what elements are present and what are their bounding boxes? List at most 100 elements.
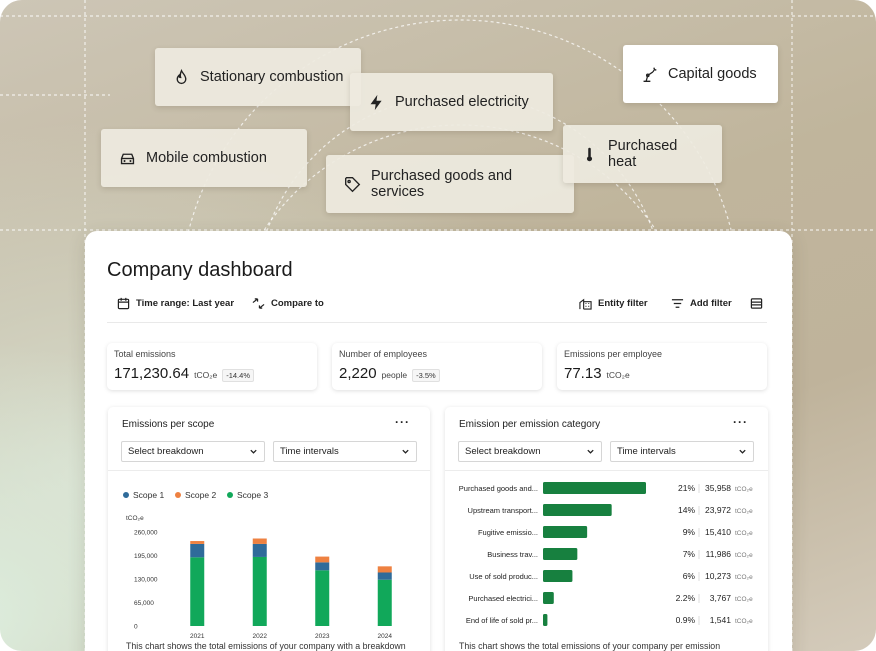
chip-label: Mobile combustion [146,150,267,166]
compare-to-button[interactable]: Compare to [252,297,324,310]
chart-footnote: This chart shows the total emissions of … [126,641,406,651]
chip-mobile-combustion: Mobile combustion [101,129,307,187]
card-title: Emission per emission category [459,419,601,430]
time-intervals-dropdown[interactable]: Time intervals [273,441,417,462]
bar-segment [190,557,205,626]
value-label: 10,273 [705,571,731,581]
select-breakdown-dropdown[interactable]: Select breakdown [458,441,602,462]
card-title: Emissions per scope [122,419,215,430]
kpi-total-emissions: Total emissions 171,230.64 tCO₂e -14.4% [107,343,317,390]
company-dashboard-panel: Company dashboard Time range: Last year … [85,231,792,651]
value-label: 15,410 [705,527,731,537]
y-tick-label: 65,000 [134,600,154,607]
category-label: Use of sold produc... [469,572,538,581]
unit-label: tCO₂e [735,530,753,537]
kpi-unit: tCO₂e [606,370,630,380]
unit-label: tCO₂e [735,596,753,603]
category-horizontal-bar-chart: Purchased goods and... 21% 35,958 tCO₂e Upst… [459,482,753,626]
add-filter-button[interactable]: Add filter [671,297,732,310]
unit-label: tCO₂e [735,508,753,515]
legend-swatch [227,492,233,498]
time-intervals-label: Time intervals [617,446,676,457]
unit-label: tCO₂e [735,486,753,493]
legend-label: Scope 2 [185,490,216,500]
more-options-button[interactable]: ··· [395,415,410,429]
emission-per-category-card: Emission per emission category ··· Selec… [445,407,768,651]
kpi-emissions-per-employee: Emissions per employee 77.13 tCO₂e [557,343,767,390]
chip-purchased-heat: Purchased heat [563,125,722,183]
chip-stationary-combustion: Stationary combustion [155,48,361,106]
percent-label: 21% [678,483,695,493]
chart-footnote: This chart shows the total emissions of … [459,641,721,651]
y-tick-label: 195,000 [134,553,158,560]
car-icon [120,153,135,164]
chip-purchased-goods-services: Purchased goods and services [326,155,574,213]
kpi-change-badge: -14.4% [222,369,254,382]
value-label: 1,541 [710,615,732,625]
category-bar [543,548,578,560]
bar-segment [190,543,205,558]
chip-label: Purchased heat [608,138,678,170]
bar-segment [252,543,267,557]
kpi-value: 171,230.64 [114,365,190,382]
percent-label: 7% [683,549,696,559]
legend-label: Scope 1 [133,490,164,500]
y-tick-label: 130,000 [134,577,158,584]
bar-segment [315,570,330,626]
layout-icon [750,298,763,309]
bar-segment [315,562,330,571]
tag-icon [345,176,361,192]
category-bar [543,592,554,604]
x-tick-label: 2023 [315,633,330,640]
category-label: Purchased goods and... [459,484,538,493]
kpi-change-badge: -3.5% [412,369,440,382]
bar-segment [252,556,267,626]
y-tick-label: 0 [134,624,138,631]
card-divider [445,470,768,471]
percent-label: 6% [683,571,696,581]
kpi-unit: tCO₂e [194,370,218,380]
kpi-number-of-employees: Number of employees 2,220 people -3.5% [332,343,542,390]
bar-segment [377,579,392,626]
more-options-button[interactable]: ··· [733,415,748,429]
bar-segment [315,556,330,563]
category-bar [543,614,548,626]
chip-label: Purchased goods and services [371,168,513,200]
filter-icon [671,299,684,308]
category-bar [543,504,612,516]
bar-segment [190,541,205,544]
x-tick-label: 2021 [190,633,205,640]
add-filter-label: Add filter [690,298,732,309]
time-range-label: Time range: Last year [136,298,235,309]
robot-arm-icon [643,66,657,82]
emissions-per-scope-card: Emissions per scope ··· Select breakdown… [108,407,430,651]
time-intervals-dropdown[interactable]: Time intervals [610,441,754,462]
layout-toggle-button[interactable] [750,297,763,310]
scope-stacked-bar-chart: Scope 1 Scope 2 Scope 3 tCO₂e 0 65,000 130,000… [123,490,392,640]
value-label: 3,767 [710,593,732,603]
entity-filter-button[interactable]: Entity filter [579,297,648,310]
category-bar [543,526,588,538]
kpi-label: Total emissions [114,349,176,359]
category-label: Business trav... [487,550,538,559]
bar-segment [377,572,392,580]
select-breakdown-label: Select breakdown [128,446,204,457]
chip-label: Purchased electricity [395,94,529,110]
chevron-down-icon [739,449,746,454]
percent-label: 0.9% [676,615,696,625]
thermometer-icon [586,147,593,161]
value-label: 23,972 [705,505,731,515]
kpi-label: Emissions per employee [564,349,663,359]
category-label: End of life of sold pr... [466,616,538,625]
compare-to-label: Compare to [271,298,324,309]
category-label: Fugitive emissio... [478,528,538,537]
value-label: 35,958 [705,483,731,493]
chevron-down-icon [587,449,594,454]
chip-label: Capital goods [668,66,757,82]
kpi-unit: people [381,370,408,380]
time-range-button[interactable]: Time range: Last year [117,297,234,310]
y-tick-label: 260,000 [134,530,158,537]
select-breakdown-dropdown[interactable]: Select breakdown [121,441,265,462]
chip-capital-goods: Capital goods [623,45,778,103]
